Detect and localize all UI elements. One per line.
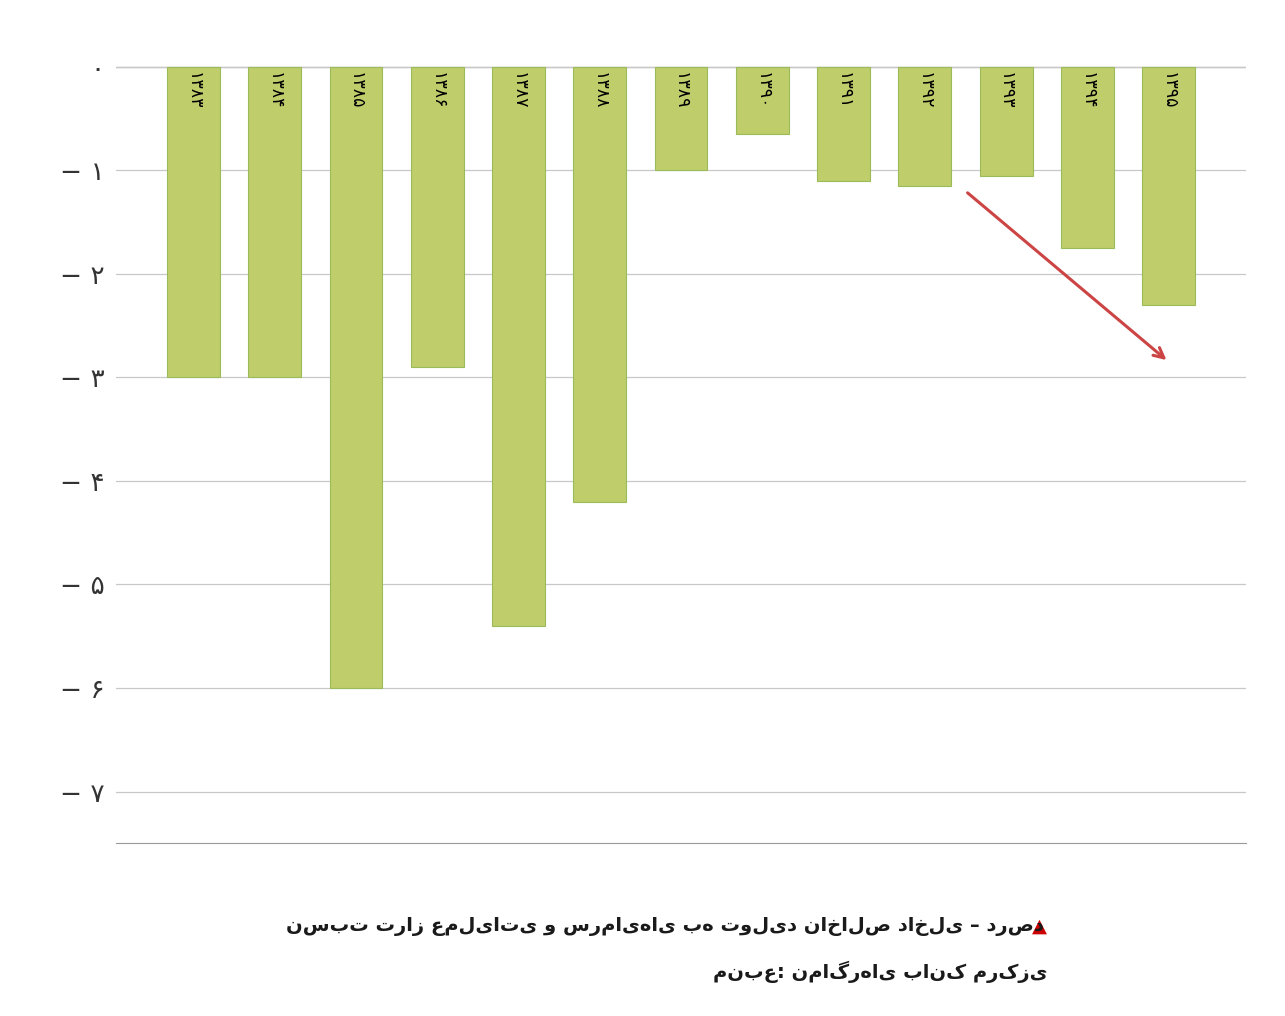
Text: ۱۳۸۸: ۱۳۸۸	[591, 72, 609, 110]
Bar	[248, 67, 301, 377]
Text: ۱۳۹۵: ۱۳۹۵	[1159, 72, 1177, 110]
Text: نسبت تراز عملیاتی و سرمایه‌ای به تولید ناخالص داخلی – درصد: نسبت تراز عملیاتی و سرمایه‌ای به تولید ن…	[285, 917, 1043, 936]
Bar	[736, 67, 789, 134]
Text: منبع: نماگرهای بانک مرکزی: منبع: نماگرهای بانک مرکزی	[713, 961, 1047, 983]
Text: ۱۳۸۹: ۱۳۸۹	[672, 72, 690, 110]
Bar	[817, 67, 870, 181]
Text: ۱۳۹۲: ۱۳۹۲	[916, 72, 934, 110]
Bar	[329, 67, 383, 688]
Text: ۱۳۸۴: ۱۳۸۴	[266, 72, 284, 110]
Text: ۱۳۹۱: ۱۳۹۱	[834, 72, 852, 110]
Text: ۱۳۸۷: ۱۳۸۷	[510, 72, 528, 110]
Text: ۱۳۸۳: ۱۳۸۳	[185, 72, 203, 110]
Text: ۱۳۸۶: ۱۳۸۶	[428, 72, 446, 110]
Bar	[654, 67, 708, 171]
Bar	[898, 67, 951, 186]
Text: ▲: ▲	[1032, 917, 1047, 936]
Text: ۱۳۹۰: ۱۳۹۰	[753, 72, 771, 110]
Bar	[979, 67, 1033, 176]
Bar	[167, 67, 220, 377]
Bar	[1061, 67, 1114, 248]
Bar	[573, 67, 626, 502]
Bar	[411, 67, 464, 367]
Text: ۱۳۹۴: ۱۳۹۴	[1078, 72, 1096, 110]
Bar	[492, 67, 545, 626]
Bar	[1142, 67, 1195, 305]
Text: ۱۳۹۳: ۱۳۹۳	[997, 72, 1015, 110]
Text: ۱۳۸۵: ۱۳۸۵	[347, 72, 365, 110]
